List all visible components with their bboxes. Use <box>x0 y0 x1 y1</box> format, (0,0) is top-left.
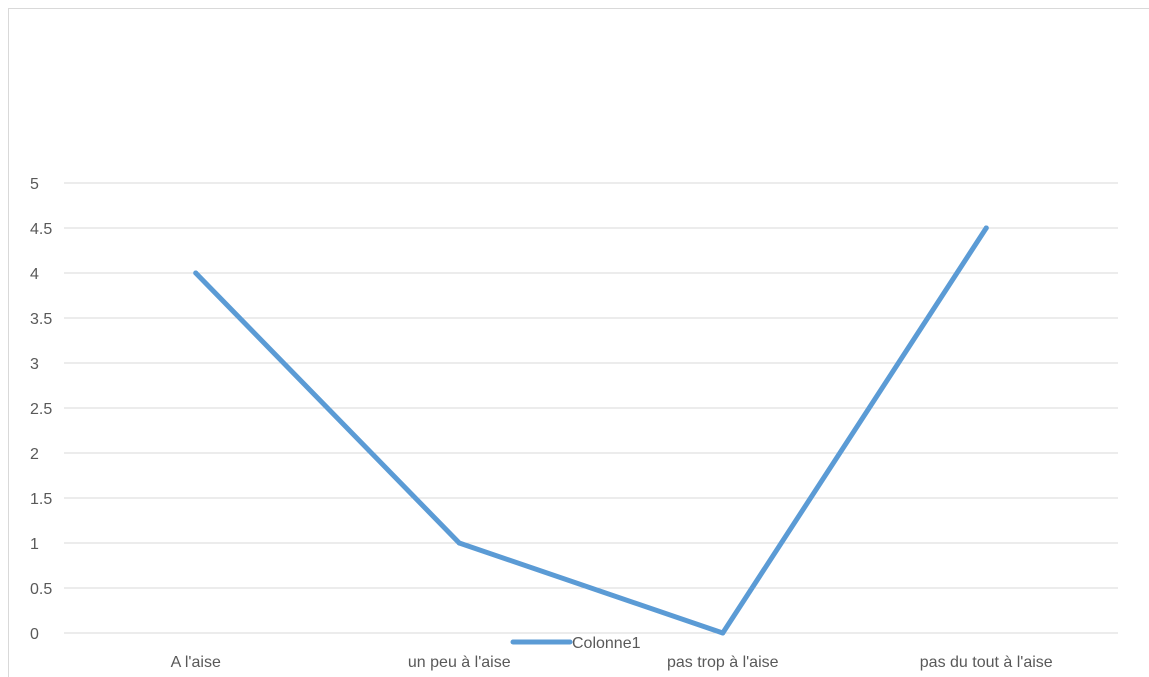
x-tick-label: pas du tout à l'aise <box>920 654 1053 671</box>
series-line-colonne1 <box>193 225 989 636</box>
y-tick-label: 1.5 <box>30 491 52 508</box>
y-tick-label: 2.5 <box>30 401 52 418</box>
legend: Colonne1 <box>510 635 641 652</box>
legend-label-colonne1: Colonne1 <box>572 635 641 652</box>
chart-frame <box>8 8 1149 677</box>
x-tick-label: un peu à l'aise <box>408 654 511 671</box>
x-tick-label: A l'aise <box>171 654 221 671</box>
y-tick-label: 1 <box>30 536 39 553</box>
y-tick-label: 3 <box>30 356 39 373</box>
y-tick-label: 4 <box>30 266 39 283</box>
y-tick-label: 5 <box>30 176 39 193</box>
data-point <box>720 630 726 636</box>
y-tick-label: 4.5 <box>30 221 52 238</box>
x-axis-tick-labels: A l'aise un peu à l'aise pas trop à l'aise… <box>171 654 1053 671</box>
data-point <box>456 540 462 546</box>
data-point <box>193 270 199 276</box>
y-axis-tick-labels: 0 0.5 1 1.5 2 2.5 3 3.5 4 4.5 5 <box>30 176 52 643</box>
data-point <box>983 225 989 231</box>
y-tick-label: 3.5 <box>30 311 52 328</box>
y-tick-label: 2 <box>30 446 39 463</box>
y-tick-label: 0 <box>30 626 39 643</box>
y-tick-label: 0.5 <box>30 581 52 598</box>
x-tick-label: pas trop à l'aise <box>667 654 779 671</box>
series-lines <box>193 225 989 636</box>
gridlines <box>64 182 1118 634</box>
